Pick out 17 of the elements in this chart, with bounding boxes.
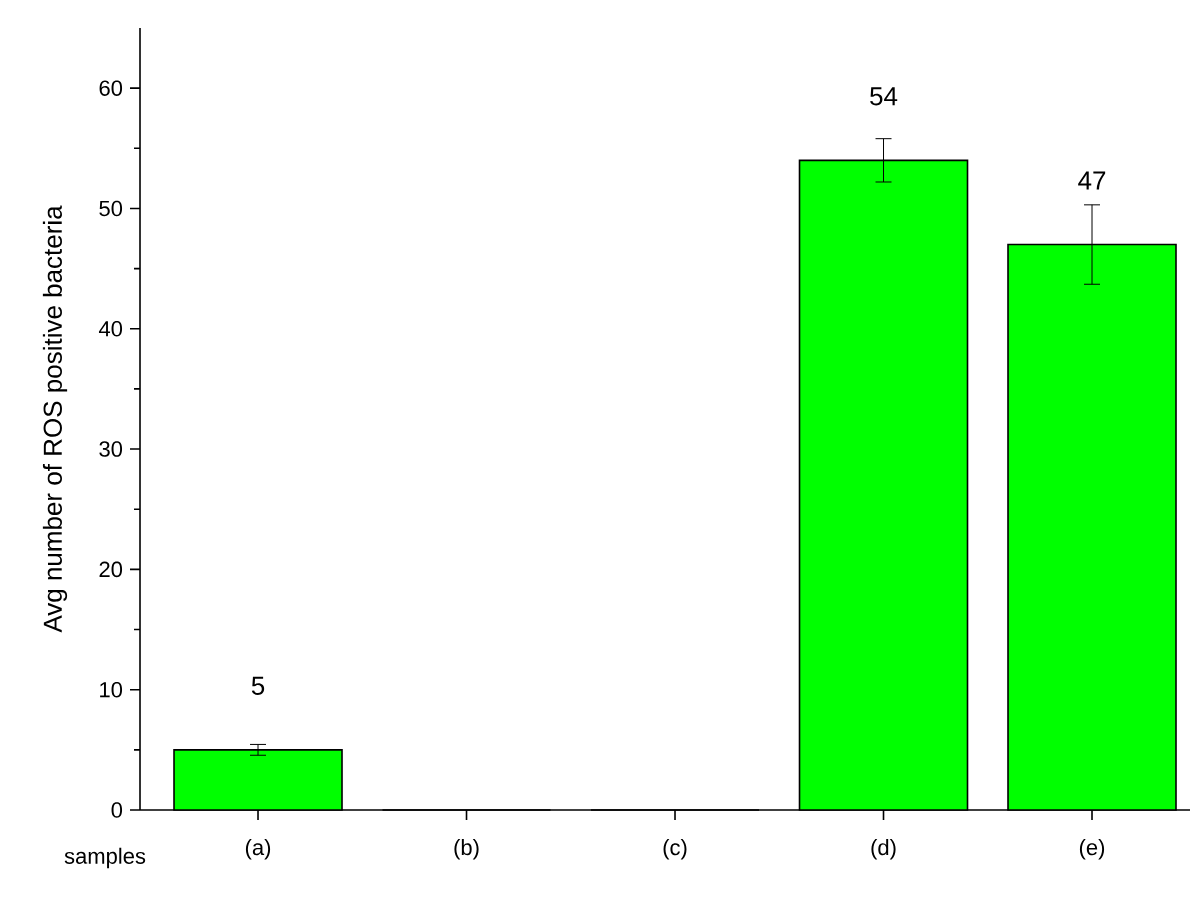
y-tick-label: 10 xyxy=(100,681,123,698)
data-label: 47 xyxy=(1078,171,1106,190)
y-tick-label: 30 xyxy=(99,441,123,457)
x-axis-title: samples xyxy=(64,847,146,869)
y-tick-label: 60 xyxy=(99,80,123,96)
y-axis-title: Avg number of ROS positive bacteria xyxy=(42,205,68,633)
y-tick-label: 40 xyxy=(98,321,123,337)
x-tick-label: (a) xyxy=(245,839,271,860)
x-tick-label: (c) xyxy=(663,839,687,860)
x-tick-label: (e) xyxy=(1079,839,1105,860)
y-tick-label: 20 xyxy=(99,561,123,578)
data-label: 54 xyxy=(870,87,898,106)
y-tick-label: 50 xyxy=(99,200,123,217)
y-tick-label: 0 xyxy=(111,802,123,818)
x-tick-label: (b) xyxy=(454,839,479,860)
data-label: 5 xyxy=(251,676,265,695)
x-tick-label: (d) xyxy=(871,839,896,860)
